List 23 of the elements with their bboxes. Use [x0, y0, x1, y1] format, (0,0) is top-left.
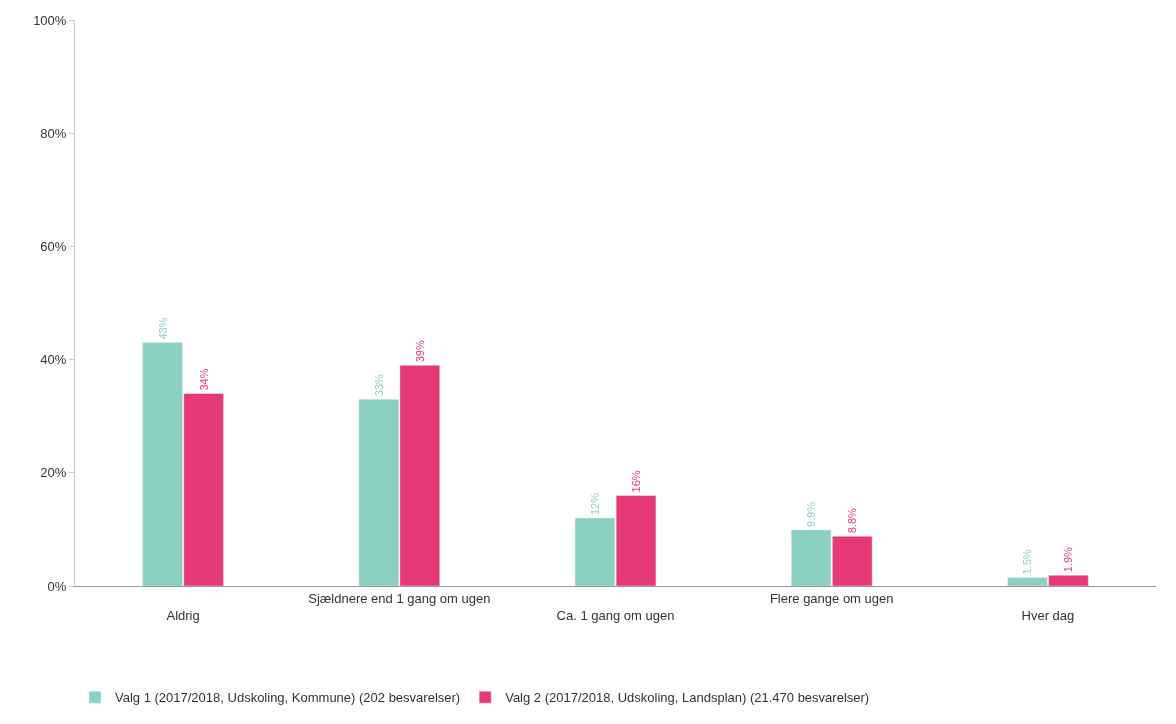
data-label: 1.5% [1021, 549, 1034, 575]
data-label: 33% [372, 373, 385, 397]
data-label: 8.8% [846, 507, 859, 534]
data-label: 43% [156, 317, 169, 340]
y-tick-label: 40% [40, 352, 67, 368]
x-tick-label: Hver dag [1021, 607, 1075, 623]
data-label: 9.9% [805, 501, 818, 527]
x-tick-label: Sjældnere end 1 gang om ugen [308, 590, 491, 606]
legend-label: Valg 1 (2017/2018, Udskoling, Kommune) (202 besvarelser) [115, 690, 461, 706]
y-tick-label: 60% [40, 238, 67, 254]
y-tick-label: 80% [40, 125, 67, 141]
y-tick-label: 100% [33, 12, 67, 28]
y-tick-label: 20% [40, 465, 67, 481]
x-tick-label: Aldrig [166, 607, 200, 623]
x-tick-label: Flere gange om ugen [769, 590, 894, 606]
data-label: 1.9% [1062, 546, 1075, 573]
data-label: 34% [197, 368, 210, 391]
legend-label: Valg 2 (2017/2018, Udskoling, Landsplan) (21.470 besvarelser) [505, 690, 870, 706]
x-tick-label: Ca. 1 gang om ugen [556, 607, 675, 623]
data-label: 39% [413, 340, 426, 363]
y-tick-label: 0% [47, 578, 67, 594]
data-label: 12% [588, 492, 601, 516]
data-label: 16% [630, 470, 643, 493]
